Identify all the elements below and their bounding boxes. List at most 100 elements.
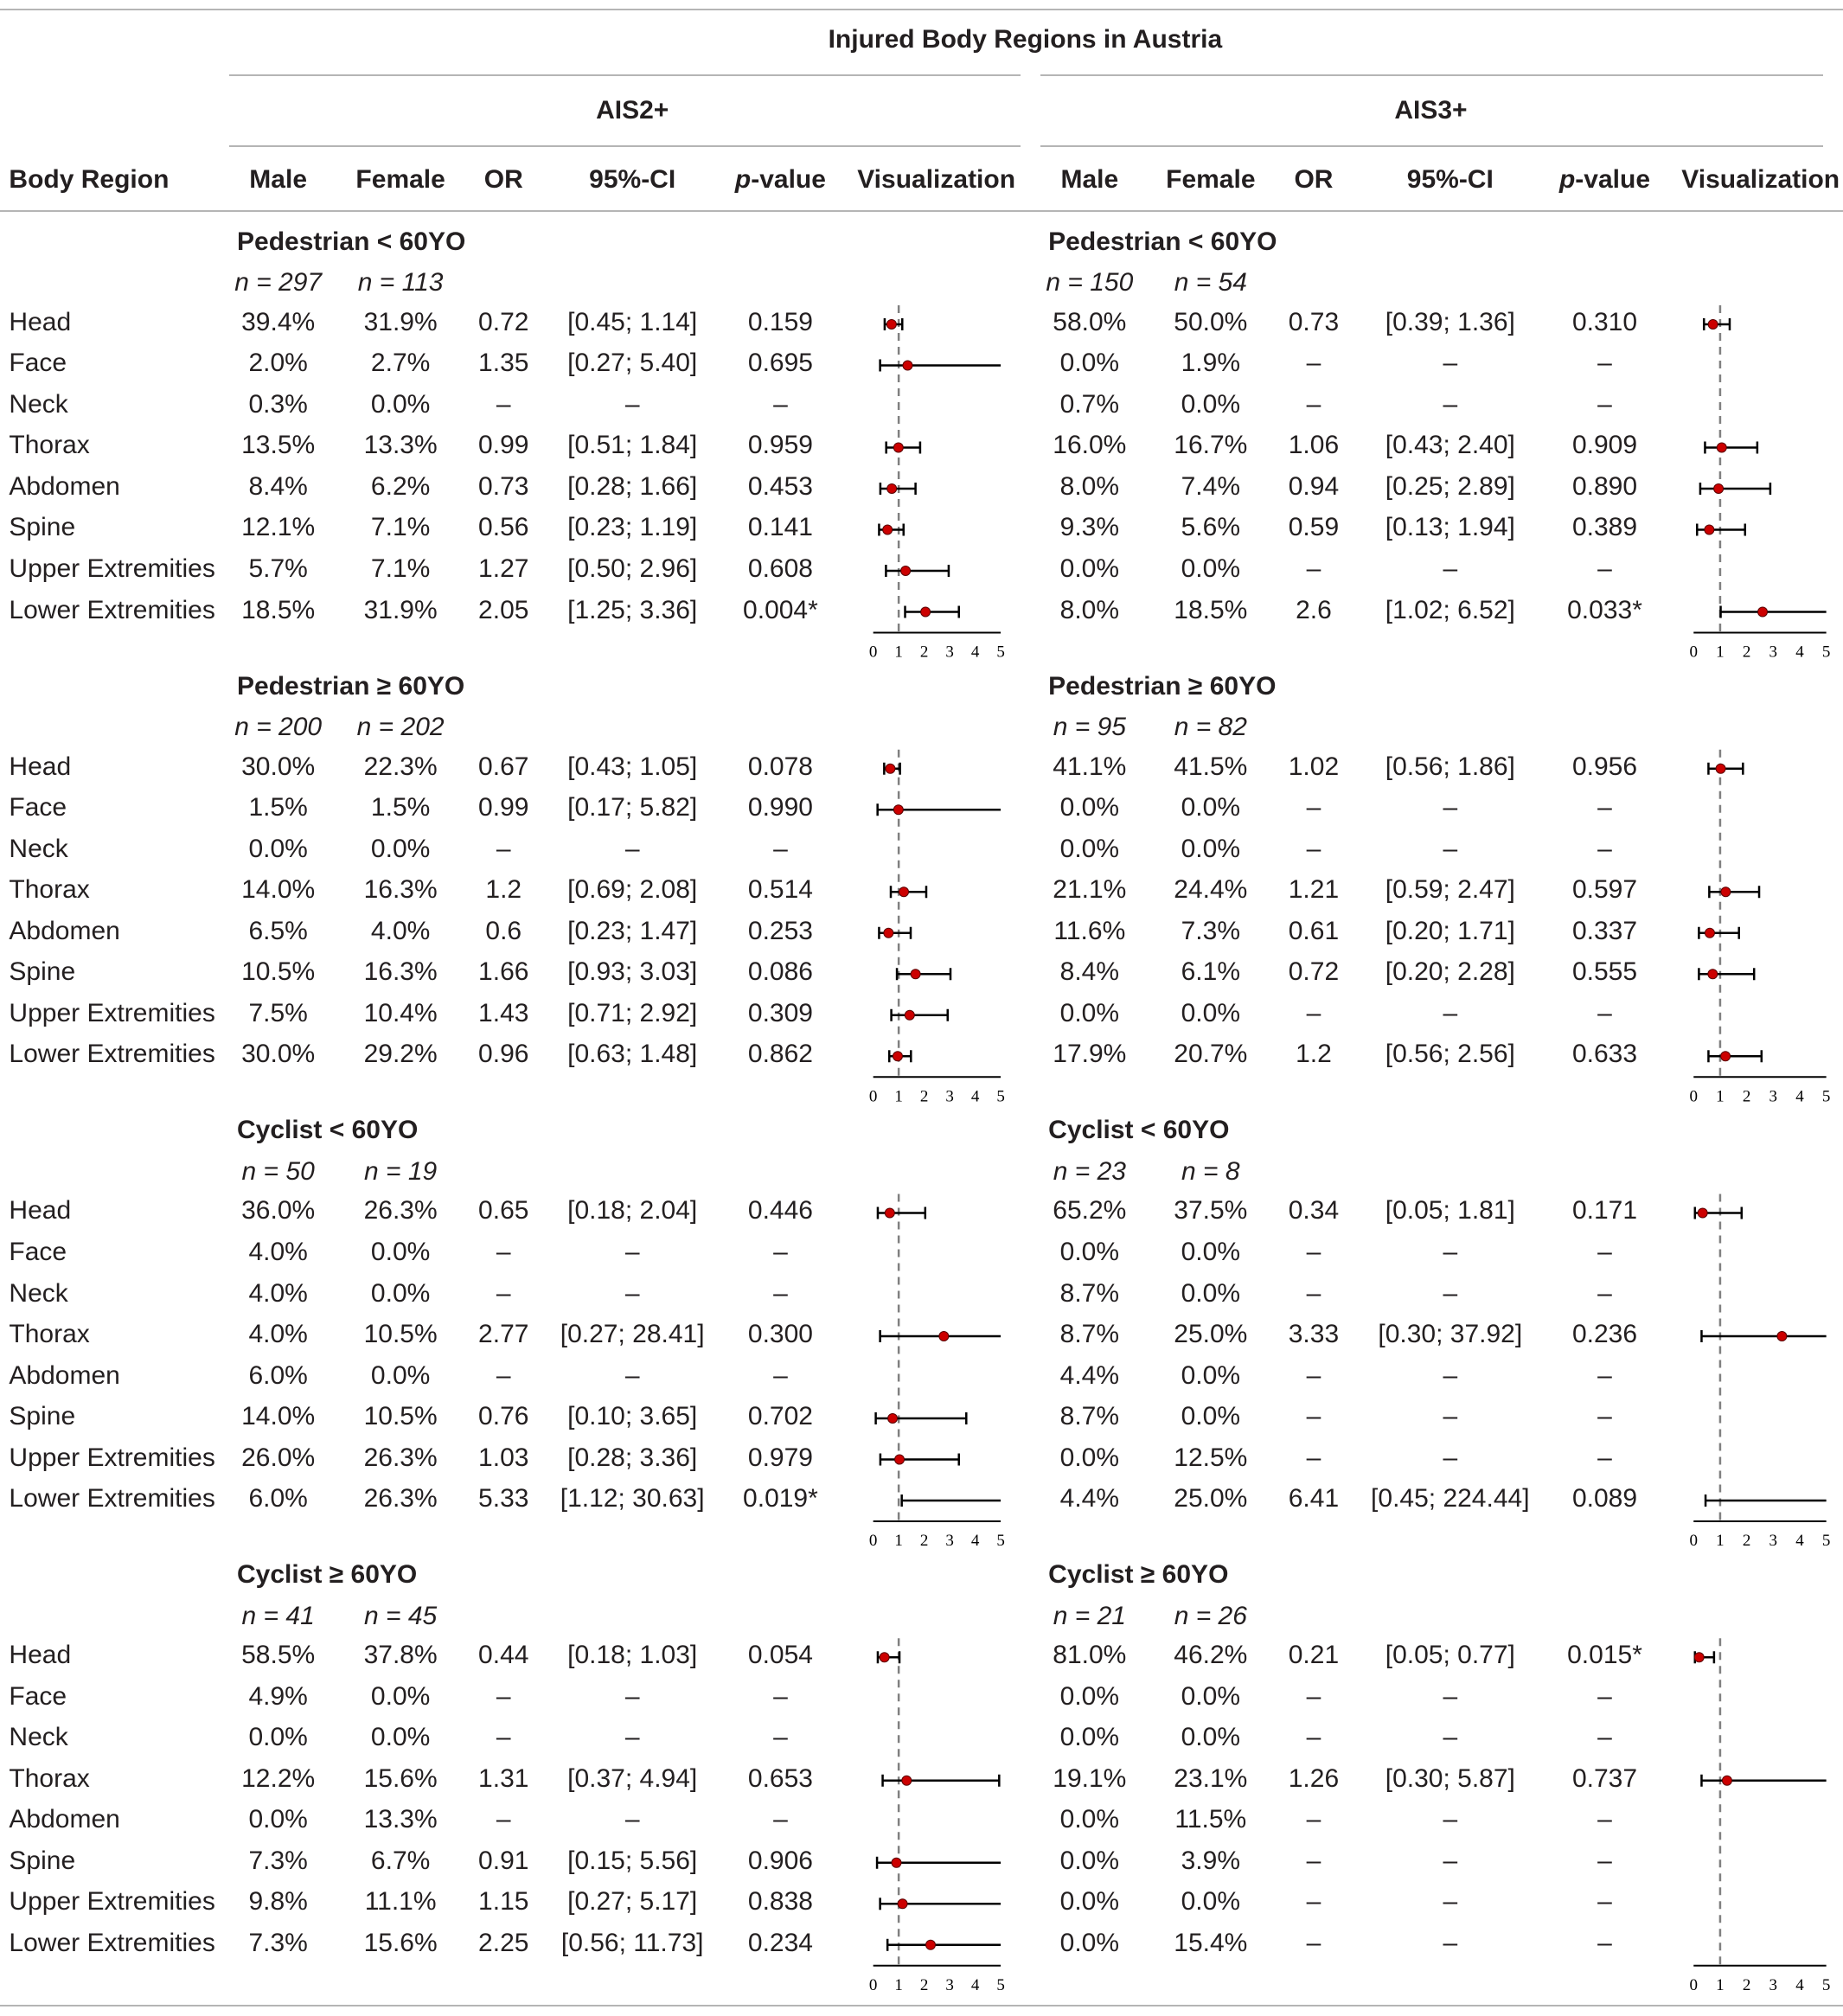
horizontal-rule bbox=[0, 210, 1843, 212]
point-estimate bbox=[925, 1939, 936, 1950]
point-estimate bbox=[1693, 1652, 1705, 1663]
ais3-cell: – bbox=[1443, 1238, 1458, 1266]
ais2-cell: 0.76 bbox=[478, 1402, 529, 1431]
ais2-cell: 1.5% bbox=[248, 793, 308, 822]
ais2-cell: 10.5% bbox=[241, 957, 316, 987]
axis-tick-label: 1 bbox=[894, 643, 903, 662]
ais2-cell: 0.446 bbox=[747, 1196, 813, 1226]
ais2-cell: – bbox=[496, 1681, 511, 1711]
ais2-cell: 0.96 bbox=[478, 1040, 529, 1069]
ais3-cell: – bbox=[1597, 793, 1612, 822]
ais2-cell: 39.4% bbox=[241, 307, 316, 336]
ais3-cell: 4.4% bbox=[1059, 1484, 1120, 1514]
ais3-cell: 18.5% bbox=[1174, 595, 1248, 624]
n-male-ais3: n = 150 bbox=[1046, 268, 1134, 298]
ais2-cell: 5.7% bbox=[248, 554, 308, 583]
ais3-cell: – bbox=[1306, 1360, 1321, 1390]
ais2-cell: 37.8% bbox=[363, 1641, 438, 1670]
ais2-cell: 26.3% bbox=[363, 1443, 438, 1472]
ais3-cell: 3.9% bbox=[1181, 1846, 1241, 1875]
ais3-cell: 16.0% bbox=[1053, 431, 1127, 460]
row-label: Thorax bbox=[9, 1320, 90, 1348]
ais3-cell: – bbox=[1306, 1238, 1321, 1266]
ais2-cell: – bbox=[496, 834, 511, 863]
n-female-ais3: n = 8 bbox=[1181, 1156, 1240, 1186]
ais2-cell: 13.3% bbox=[363, 1805, 438, 1834]
ais3-cell: – bbox=[1306, 1887, 1321, 1917]
ais2-cell: – bbox=[624, 1681, 640, 1711]
section-title-ais3: Cyclist ≥ 60YO bbox=[1048, 1560, 1229, 1590]
column-header-ais2-male: Male bbox=[249, 165, 308, 195]
row-label: Spine bbox=[9, 1402, 76, 1431]
ais3-cell: 0.0% bbox=[1181, 554, 1241, 583]
ais3-cell: 0.0% bbox=[1181, 1278, 1241, 1308]
ais2-cell: – bbox=[773, 1238, 788, 1266]
ais2-cell: 13.3% bbox=[363, 431, 438, 460]
axis-tick-label: 0 bbox=[869, 1532, 878, 1550]
ais3-cell: 0.737 bbox=[1571, 1763, 1638, 1793]
ais3-cell: [0.05; 0.77] bbox=[1385, 1641, 1515, 1670]
ais2-cell: 31.9% bbox=[363, 307, 438, 336]
ais3-cell: 0.0% bbox=[1059, 1928, 1120, 1957]
ais2-cell: – bbox=[773, 1723, 788, 1752]
ais2-cell: 31.9% bbox=[363, 595, 438, 624]
ais2-cell: 10.4% bbox=[363, 998, 438, 1027]
ais3-cell: 25.0% bbox=[1174, 1320, 1248, 1348]
point-estimate bbox=[1707, 318, 1718, 330]
ais3-cell: [0.20; 2.28] bbox=[1385, 957, 1515, 987]
axis-tick-label: 1 bbox=[1716, 1087, 1725, 1105]
point-estimate bbox=[1713, 483, 1725, 494]
ais3-cell: – bbox=[1443, 1360, 1458, 1390]
column-header-ais3-p-value: p-value bbox=[1559, 165, 1650, 195]
ais3-cell: 4.4% bbox=[1059, 1360, 1120, 1390]
point-estimate bbox=[894, 1454, 906, 1465]
ais3-cell: 0.0% bbox=[1059, 1887, 1120, 1917]
axis-tick-label: 4 bbox=[1795, 1087, 1804, 1105]
ais3-cell: 0.0% bbox=[1059, 1805, 1120, 1834]
ais3-cell: 0.0% bbox=[1059, 1723, 1120, 1752]
ais2-cell: – bbox=[496, 1360, 511, 1390]
ais2-cell: 36.0% bbox=[241, 1196, 316, 1226]
section-title-ais2: Pedestrian ≥ 60YO bbox=[237, 671, 465, 701]
ais2-cell: 1.31 bbox=[478, 1763, 529, 1793]
row-label: Upper Extremities bbox=[9, 998, 215, 1027]
ais3-cell: 0.0% bbox=[1059, 998, 1120, 1027]
ais3-cell: 8.7% bbox=[1059, 1402, 1120, 1431]
row-label: Abdomen bbox=[9, 1360, 120, 1390]
row-label: Head bbox=[9, 752, 72, 781]
ais3-cell: 0.0% bbox=[1059, 1238, 1120, 1266]
ais3-cell: 8.4% bbox=[1059, 957, 1120, 987]
axis-tick-label: 4 bbox=[1795, 643, 1804, 662]
ais2-cell: 0.453 bbox=[747, 471, 813, 501]
row-label: Thorax bbox=[9, 431, 90, 460]
axis-tick-label: 0 bbox=[869, 1087, 878, 1105]
ais3-cell: 7.3% bbox=[1181, 916, 1241, 945]
axis-tick-label: 1 bbox=[1716, 1976, 1725, 1994]
row-label: Spine bbox=[9, 957, 76, 987]
ais2-cell: 12.1% bbox=[241, 513, 316, 542]
ais3-cell: – bbox=[1306, 998, 1321, 1027]
ais2-cell: 7.3% bbox=[248, 1846, 308, 1875]
ais2-cell: [0.27; 5.17] bbox=[567, 1887, 698, 1917]
n-female-ais2: n = 19 bbox=[364, 1156, 438, 1186]
point-estimate bbox=[900, 565, 912, 576]
ais2-cell: 1.27 bbox=[478, 554, 529, 583]
column-header-ais3-male: Male bbox=[1060, 165, 1119, 195]
ais3-cell: 0.633 bbox=[1571, 1040, 1638, 1069]
ais2-cell: – bbox=[624, 834, 640, 863]
axis-tick-label: 5 bbox=[996, 1087, 1005, 1105]
ais2-cell: 2.7% bbox=[370, 349, 431, 378]
row-label: Neck bbox=[9, 834, 68, 863]
ais3-cell: 0.94 bbox=[1288, 471, 1340, 501]
row-label: Upper Extremities bbox=[9, 1887, 215, 1917]
ais2-cell: 0.004* bbox=[743, 595, 818, 624]
n-female-ais3: n = 82 bbox=[1174, 713, 1247, 742]
ais2-cell: 1.66 bbox=[478, 957, 529, 987]
row-label: Abdomen bbox=[9, 1805, 120, 1834]
ais3-cell: 0.0% bbox=[1059, 1443, 1120, 1472]
row-label: Abdomen bbox=[9, 471, 120, 501]
ais3-cell: – bbox=[1597, 389, 1612, 419]
ais3-cell: – bbox=[1443, 1928, 1458, 1957]
